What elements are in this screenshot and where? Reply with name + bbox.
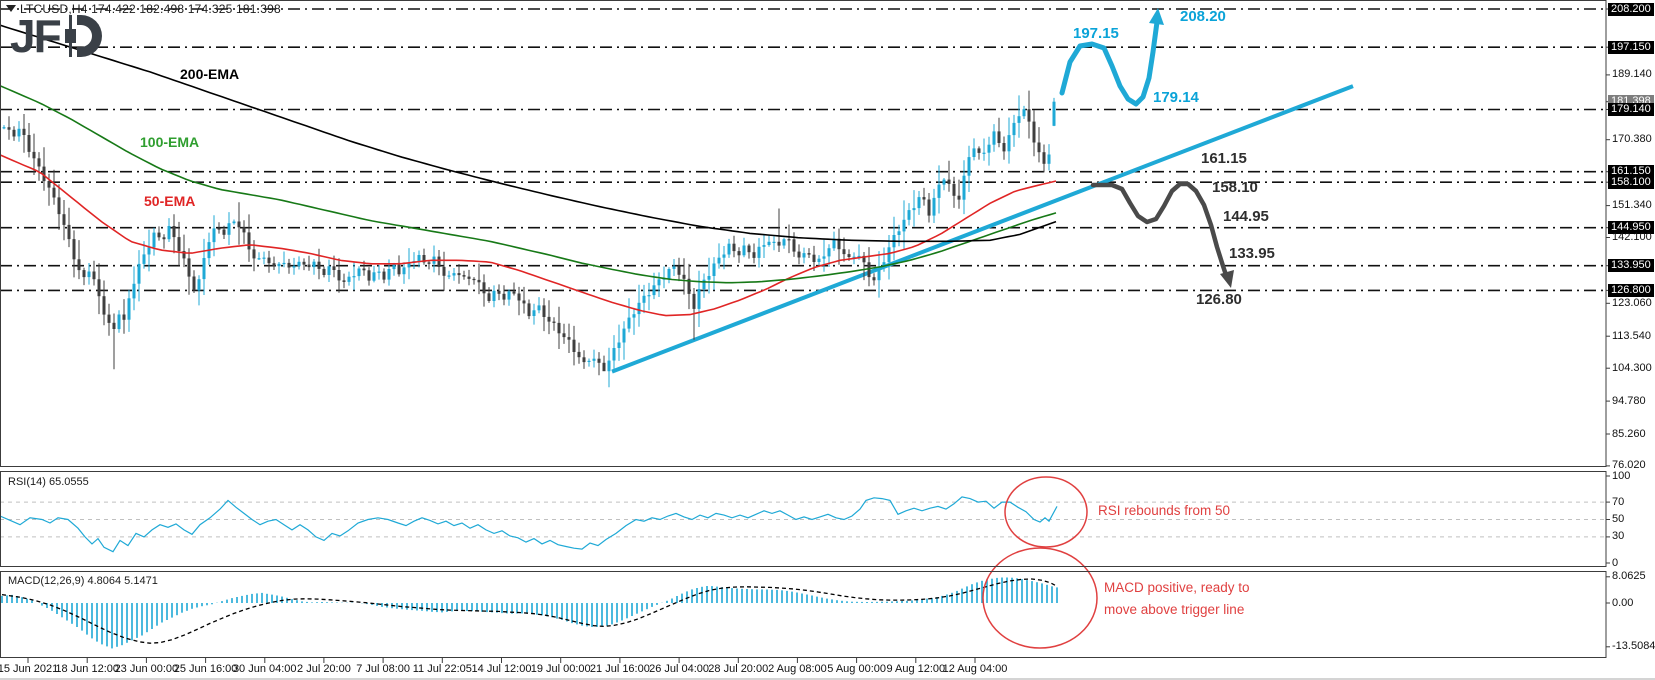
time-tick-label: 19 Jul 00:00 bbox=[530, 663, 591, 675]
label-100-ema: 100-EMA bbox=[140, 134, 200, 150]
time-tick-label: 25 Jun 16:00 bbox=[173, 663, 238, 675]
price-tick-label: 170.380 bbox=[1612, 133, 1652, 146]
rsi-tick-label: 0 bbox=[1612, 556, 1619, 569]
price-level-badge: 208.200 bbox=[1608, 2, 1654, 16]
time-tick-label: 7 Jul 08:00 bbox=[356, 663, 411, 675]
target-label-158: 158.10 bbox=[1212, 179, 1258, 196]
macd-tick-label: -13.5084 bbox=[1612, 640, 1655, 653]
price-tick-label: 85.260 bbox=[1612, 427, 1646, 440]
time-tick-label: 12 Aug 04:00 bbox=[942, 663, 1008, 675]
time-tick-label: 28 Jul 20:00 bbox=[708, 663, 769, 675]
price-tick-label: 189.140 bbox=[1612, 68, 1652, 81]
price-tick-label: 123.060 bbox=[1612, 296, 1652, 309]
macd-annotation-text-line1: MACD positive, ready to bbox=[1104, 580, 1250, 595]
macd-panel-border bbox=[0, 571, 1607, 658]
time-tick-label: 26 Jul 04:00 bbox=[649, 663, 710, 675]
label-200-ema: 200-EMA bbox=[180, 66, 240, 82]
rsi-tick-label: 70 bbox=[1612, 495, 1625, 508]
time-tick-label: 2 Jul 20:00 bbox=[297, 663, 351, 675]
target-label-208: 208.20 bbox=[1180, 8, 1226, 25]
price-tick-label: 76.020 bbox=[1612, 459, 1646, 472]
rsi-tick-label: 100 bbox=[1612, 469, 1631, 482]
price-level-badge: 144.950 bbox=[1608, 221, 1654, 235]
time-tick-label: 14 Jul 12:00 bbox=[471, 663, 532, 675]
macd-tick-label: 0.00 bbox=[1612, 596, 1634, 609]
candlestick-series bbox=[2, 90, 1056, 388]
macd-tick-label: 8.0625 bbox=[1612, 570, 1646, 583]
price-tick-label: 113.540 bbox=[1612, 329, 1651, 342]
time-tick-label: 11 Jul 22:05 bbox=[412, 663, 472, 675]
macd-annotation-text-line2: move above trigger line bbox=[1104, 602, 1245, 617]
rsi-annotation-text: RSI rebounds from 50 bbox=[1098, 503, 1231, 518]
bullish-projection-arrow bbox=[1059, 19, 1160, 107]
price-level-badge: 161.150 bbox=[1608, 165, 1654, 179]
price-tick-label: 142.100 bbox=[1612, 231, 1652, 243]
price-level-badge: 197.150 bbox=[1608, 40, 1654, 54]
main-panel-border bbox=[0, 0, 1607, 467]
jfd-logo-candlestick-icon bbox=[64, 15, 77, 57]
time-tick-label: 18 Jun 12:00 bbox=[55, 663, 119, 675]
chart-ohlc-title: LTCUSD,H4 174.422 182.498 174.325 181.39… bbox=[20, 2, 281, 16]
time-tick-label: 23 Jun 00:00 bbox=[114, 663, 179, 675]
label-50-ema: 50-EMA bbox=[144, 193, 196, 209]
rsi-indicator-label: RSI(14) 65.0555 bbox=[8, 476, 89, 488]
bearish-projection-arrow-arrowhead bbox=[1220, 270, 1234, 288]
jfd-logo: JF bbox=[10, 10, 102, 62]
ema-line-100-EMA bbox=[0, 84, 1057, 284]
trendline[interactable] bbox=[611, 84, 1354, 374]
target-label-145: 144.95 bbox=[1223, 208, 1269, 225]
price-level-badge: 179.140 bbox=[1608, 103, 1654, 116]
target-label-179: 179.14 bbox=[1153, 89, 1199, 106]
rsi-tick-label: 50 bbox=[1612, 513, 1625, 525]
rsi-highlight-circle bbox=[1004, 476, 1088, 548]
symbol-dropdown-icon[interactable] bbox=[6, 5, 16, 12]
price-tick-label: 151.340 bbox=[1612, 199, 1652, 212]
ema-line-50-EMA bbox=[0, 154, 1057, 317]
price-level-badge: 133.950 bbox=[1608, 259, 1654, 273]
rsi-line bbox=[0, 496, 1058, 553]
time-tick-label: 9 Aug 12:00 bbox=[886, 663, 946, 675]
macd-highlight-circle bbox=[982, 547, 1098, 649]
bullish-projection-arrow-arrowhead bbox=[1149, 8, 1164, 25]
jfd-logo-d-bowl bbox=[76, 15, 102, 57]
time-tick-label: 5 Aug 00:00 bbox=[827, 663, 886, 675]
rsi-tick-label: 30 bbox=[1612, 530, 1625, 543]
macd-indicator-label: MACD(12,26,9) 4.8064 5.1471 bbox=[8, 575, 158, 587]
macd-histogram bbox=[1, 577, 1058, 649]
macd-signal-line bbox=[1, 578, 1058, 644]
time-tick-label: 21 Jul 16:00 bbox=[589, 663, 650, 675]
time-tick-label: 30 Jun 04:00 bbox=[232, 663, 297, 675]
target-label-161: 161.15 bbox=[1201, 150, 1247, 167]
bearish-projection-arrow bbox=[1090, 181, 1230, 281]
target-label-127: 126.80 bbox=[1196, 291, 1242, 308]
price-tick-label: 104.300 bbox=[1612, 361, 1652, 374]
price-tick-label: 94.780 bbox=[1612, 394, 1646, 407]
ema-line-200-EMA bbox=[0, 24, 1057, 243]
time-tick-label: 15 Jun 2021 bbox=[0, 663, 59, 675]
time-tick-label: 2 Aug 08:00 bbox=[768, 663, 827, 675]
jfd-logo-jf-text: JF bbox=[10, 10, 62, 62]
target-label-134: 133.95 bbox=[1229, 245, 1275, 262]
price-level-badge: 158.100 bbox=[1608, 175, 1654, 189]
target-label-197: 197.15 bbox=[1073, 25, 1119, 42]
price-level-badge: 126.800 bbox=[1608, 283, 1654, 297]
